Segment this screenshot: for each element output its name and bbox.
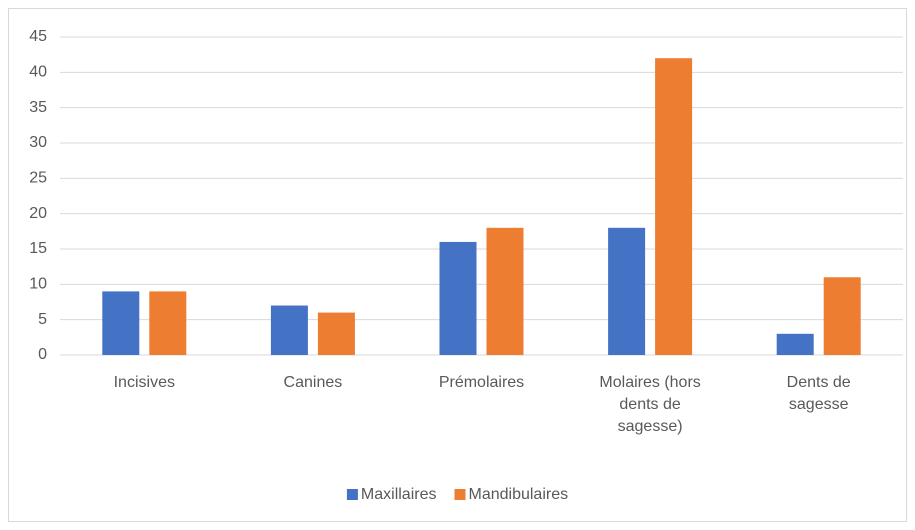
legend: Maxillaires Mandibulaires [346, 486, 568, 503]
y-tick-label: 40 [29, 64, 47, 81]
legend-swatch [346, 489, 358, 500]
y-tick-label: 30 [29, 134, 47, 151]
y-tick-label: 0 [38, 346, 47, 363]
bar [486, 227, 524, 355]
bar [102, 291, 140, 355]
x-tick-label: Canines [283, 374, 343, 391]
y-tick-label: 25 [29, 170, 47, 187]
y-tick-label: 35 [29, 99, 47, 116]
legend-label: Maxillaires [361, 486, 437, 503]
x-tick-label: Prémolaires [438, 374, 525, 391]
x-tick-label: Incisives [113, 374, 175, 391]
bar [655, 58, 693, 355]
y-tick-label: 10 [29, 276, 47, 293]
x-tick-label-box: Incisives [113, 374, 175, 391]
bar [439, 241, 477, 355]
x-tick-label-box: Canines [283, 374, 343, 391]
bar [608, 227, 646, 355]
legend-label: Mandibulaires [468, 486, 568, 503]
y-tick-label: 45 [29, 28, 47, 45]
y-tick-label: 5 [38, 311, 47, 328]
x-tick-label: Dents de sagesse [786, 374, 851, 413]
x-tick-label-box: Dents de sagesse [786, 374, 851, 413]
y-tick-label: 20 [29, 205, 47, 222]
x-tick-label: Molaires (hors dents de sagesse) [599, 374, 701, 435]
y-tick-label: 15 [29, 240, 47, 257]
bar [823, 277, 861, 355]
bar [270, 305, 308, 355]
legend-swatch [454, 489, 466, 500]
bar [149, 291, 187, 355]
bar [776, 333, 814, 355]
x-tick-label-box: Molaires (hors dents de sagesse) [599, 374, 701, 435]
x-tick-label-box: Prémolaires [438, 374, 525, 391]
bar [317, 312, 355, 355]
